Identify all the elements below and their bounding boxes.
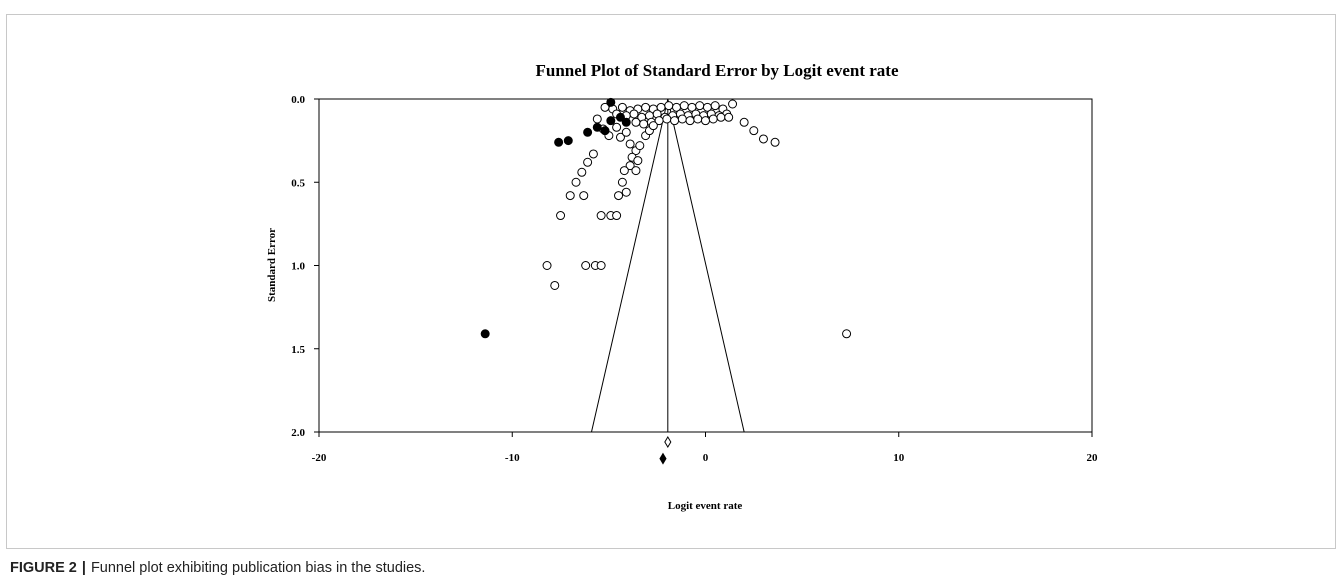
observed-study-point [679,101,689,111]
imputed-study-point [621,117,631,127]
observed-study-point [701,116,710,126]
figure-caption: FIGURE 2 | Funnel plot exhibiting publicat… [10,560,1330,576]
y-tick-label: 2.0 [291,427,305,439]
funnel-left-limit [590,98,669,433]
imputed-study-point [583,127,593,137]
y-axis-label: Standard Error [266,228,278,302]
observed-study-point [579,191,589,201]
observed-study-point [693,114,703,124]
observed-study-point [615,132,625,142]
y-tick-label: 1.0 [291,261,305,273]
imputed-study-point [615,112,625,122]
x-axis-ticks: -20 -10 0 10 20 [312,432,1098,464]
observed-study-point [677,114,687,124]
observed-combined-diamond [664,436,672,448]
observed-study-point [662,114,672,124]
observed-study-point [619,166,629,176]
funnel-lines [590,98,745,433]
observed-study-point [617,177,627,187]
y-tick-label: 0.5 [291,177,305,189]
combined-estimates [659,436,672,465]
imputed-combined-diamond [659,452,667,465]
caption-separator: | [81,560,86,576]
observed-study-point [631,166,641,176]
observed-study-point [739,117,749,127]
observed-study-point [556,211,566,221]
figure-label: FIGURE 2 [10,560,77,576]
observed-study-point [614,191,624,201]
imputed-study-point [554,137,564,147]
observed-study-point [724,112,734,122]
observed-study-point [625,161,635,171]
observed-study-point [641,102,651,112]
observed-study-point [664,101,674,111]
observed-study-point [770,137,780,147]
observed-study-point [629,109,639,119]
observed-study-point [842,329,852,339]
observed-study-point [670,116,680,126]
x-axis-label: Logit event rate [668,500,743,512]
imputed-study-point [592,122,602,132]
observed-study-point [716,112,726,122]
imputed-study-point [606,97,616,107]
x-tick-label: 0 [703,452,709,464]
observed-study-point [695,101,705,111]
x-tick-label: 20 [1087,452,1099,464]
x-tick-label: -20 [312,452,327,464]
observed-study-point [625,139,635,149]
observed-study-point [588,149,598,159]
imputed-study-point [600,126,610,136]
observed-study-point [583,157,593,167]
observed-study-point [621,187,631,197]
observed-study-point [639,119,649,129]
observed-study-point [728,99,738,109]
observed-study-point [631,117,641,127]
x-tick-label: 10 [893,452,905,464]
imputed-study-point [563,136,573,146]
observed-study-point [581,261,591,270]
y-axis-ticks: 0.0 0.5 1.0 1.5 2.0 [291,94,319,439]
y-tick-label: 0.0 [291,94,305,106]
caption-text: Funnel plot exhibiting publication bias … [90,560,426,576]
observed-study-point [612,211,622,221]
observed-study-point [612,122,622,132]
observed-study-point [542,261,552,270]
observed-study-point [648,121,658,131]
figure-frame: Funnel Plot of Standard Error by Logit e… [6,14,1336,549]
observed-study-point [550,280,560,290]
funnel-plot: Funnel Plot of Standard Error by Logit e… [266,61,1098,512]
observed-study-point [758,134,768,144]
observed-study-point [596,211,606,221]
chart-title: Funnel Plot of Standard Error by Logit e… [536,61,899,80]
observed-study-point [577,167,587,177]
observed-study-point [621,127,631,137]
observed-study-point [633,156,643,166]
observed-study-point [749,126,759,136]
observed-study-point [710,101,720,111]
study-points [480,97,852,339]
imputed-study-point [606,116,616,126]
imputed-study-point [480,329,490,339]
observed-study-point [708,114,718,124]
funnel-right-limit [667,98,745,433]
observed-study-point [617,102,627,112]
x-tick-label: -10 [505,452,520,464]
observed-study-point [565,191,575,201]
observed-study-point [592,114,602,124]
observed-study-point [685,116,695,126]
observed-study-point [635,141,645,151]
observed-study-point [571,177,581,187]
y-tick-label: 1.5 [291,344,305,356]
observed-study-point [596,261,606,270]
